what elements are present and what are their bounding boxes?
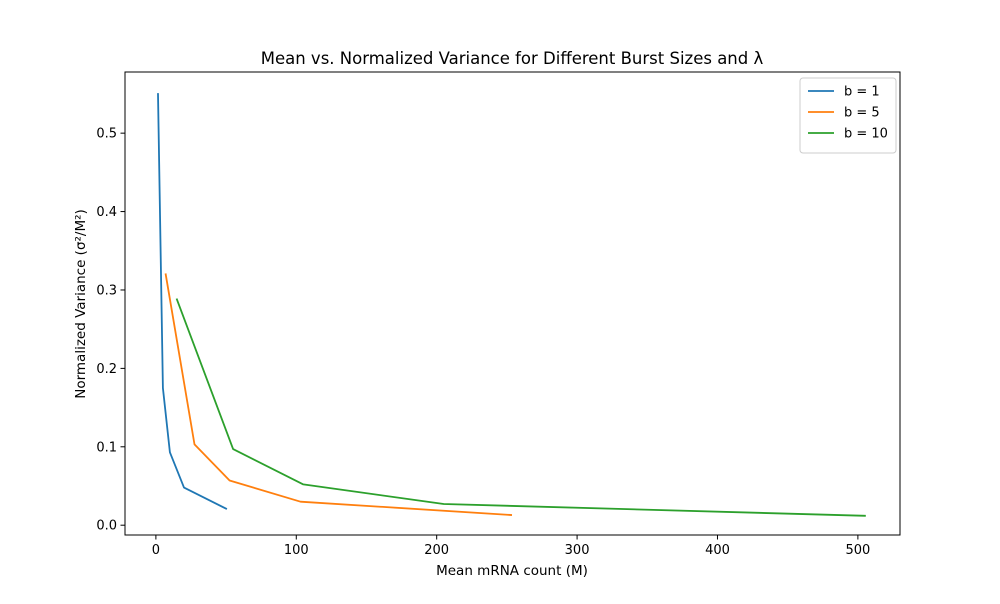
- x-tick-label: 400: [705, 543, 730, 558]
- legend: b = 1 b = 5 b = 10: [799, 77, 897, 154]
- series-line-2: [164, 273, 513, 516]
- y-tick-label: 0.1: [96, 440, 117, 455]
- series-layer: [157, 93, 866, 517]
- legend-label-2: b = 5: [844, 106, 880, 121]
- x-axis: 0 100 200 300 400 500: [152, 535, 870, 558]
- legend-label-1: b = 1: [844, 85, 880, 100]
- x-tick-label: 300: [565, 543, 590, 558]
- y-tick-label: 0.5: [96, 127, 117, 142]
- plot-frame: [124, 71, 901, 536]
- x-tick-label: 100: [284, 543, 309, 558]
- legend-box: [799, 77, 897, 154]
- x-axis-label: Mean mRNA count (M): [436, 563, 588, 579]
- series-line-1: [157, 93, 228, 510]
- series-line-3: [175, 298, 866, 517]
- y-tick-label: 0.3: [96, 283, 117, 298]
- y-tick-label: 0.2: [96, 362, 117, 377]
- y-tick-label: 0.0: [96, 519, 117, 534]
- y-axis: 0.0 0.1 0.2 0.3 0.4 0.5: [96, 127, 125, 534]
- chart-title: Mean vs. Normalized Variance for Differe…: [261, 49, 764, 68]
- y-tick-label: 0.4: [96, 205, 117, 220]
- x-tick-label: 200: [424, 543, 449, 558]
- legend-label-3: b = 10: [844, 127, 888, 142]
- x-tick-label: 0: [152, 543, 160, 558]
- x-tick-label: 500: [845, 543, 870, 558]
- y-axis-label: Normalized Variance (σ²/M²): [73, 209, 89, 399]
